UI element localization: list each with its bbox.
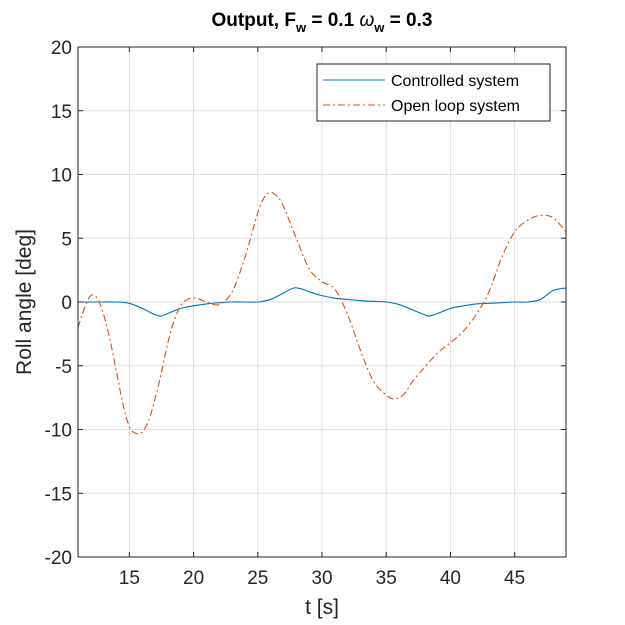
legend: Controlled system Open loop system xyxy=(316,63,551,122)
tick-labels: 15 20 25 30 35 40 45 -20 -15 -10 -5 0 5 10 15 20 xyxy=(45,38,526,589)
y-tick-label: 10 xyxy=(51,166,72,187)
series-line-open-loop xyxy=(78,191,566,435)
y-tick-label: 20 xyxy=(51,38,72,59)
y-tick-label: 5 xyxy=(61,229,72,250)
y-tick-label: -10 xyxy=(45,421,72,442)
x-tick-label: 15 xyxy=(119,568,140,589)
x-tick-label: 40 xyxy=(440,568,461,589)
y-tick-label: 0 xyxy=(61,293,72,314)
x-tick-label: 25 xyxy=(247,568,268,589)
legend-box xyxy=(316,63,551,122)
title-mid: = 0.1 xyxy=(306,10,359,31)
x-tick-label: 35 xyxy=(376,568,397,589)
x-tick-label: 20 xyxy=(183,568,204,589)
y-tick-label: 15 xyxy=(51,102,72,123)
ticks xyxy=(78,46,566,558)
x-tick-label: 30 xyxy=(311,568,332,589)
y-tick-label: -20 xyxy=(45,548,72,569)
title-end: = 0.3 xyxy=(384,10,432,31)
y-tick-label: -15 xyxy=(45,484,72,505)
legend-label-open-loop: Open loop system xyxy=(391,98,520,115)
x-tick-label: 45 xyxy=(504,568,525,589)
series-line-controlled xyxy=(78,287,566,317)
y-tick-label: -5 xyxy=(55,357,72,378)
chart-title: Output, Fw = 0.1 ωw = 0.3 xyxy=(212,10,433,35)
grid xyxy=(78,46,566,558)
legend-label-controlled: Controlled system xyxy=(391,73,519,90)
title-omega: ω xyxy=(359,10,374,31)
title-sub2: w xyxy=(373,20,385,35)
series-lines xyxy=(78,191,566,435)
y-axis-label: Roll angle [deg] xyxy=(13,229,36,375)
title-main: Output, F xyxy=(212,10,296,31)
title-sub1: w xyxy=(295,20,307,35)
x-axis-label: t [s] xyxy=(305,596,339,619)
